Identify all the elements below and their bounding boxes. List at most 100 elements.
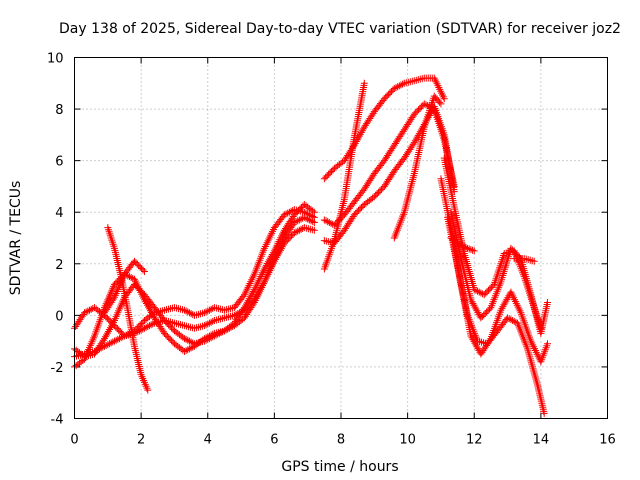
data-point	[477, 314, 485, 322]
data-point	[284, 209, 292, 217]
data-point	[180, 347, 188, 355]
data-point	[133, 260, 141, 268]
data-point	[324, 218, 332, 226]
data-point	[302, 214, 310, 222]
data-point	[207, 334, 215, 342]
data-point	[103, 329, 111, 337]
data-point	[204, 320, 212, 328]
data-point	[185, 309, 193, 317]
data-point	[101, 333, 109, 341]
data-point	[469, 246, 477, 254]
data-point	[185, 337, 193, 345]
data-point	[138, 319, 146, 327]
data-point	[290, 211, 298, 219]
data-point	[416, 104, 424, 112]
data-point	[530, 257, 538, 265]
data-point	[300, 213, 308, 221]
data-point	[162, 331, 170, 339]
data-point	[117, 334, 125, 342]
data-series	[440, 154, 545, 332]
data-point	[359, 125, 367, 133]
y-tick-label: 10	[47, 52, 64, 67]
data-point	[85, 306, 93, 314]
data-point	[184, 308, 192, 316]
data-point	[100, 335, 108, 343]
data-point	[136, 321, 144, 329]
data-point	[295, 226, 303, 234]
data-point	[296, 205, 304, 213]
data-point	[227, 323, 235, 331]
data-point	[162, 318, 170, 326]
data-point	[375, 188, 383, 196]
data-point	[210, 332, 218, 340]
data-point	[383, 92, 391, 100]
data-point	[249, 287, 257, 295]
data-point	[320, 175, 328, 183]
data-point	[326, 169, 334, 177]
data-point	[290, 229, 298, 237]
data-point	[386, 89, 394, 97]
data-point	[142, 323, 150, 331]
data-point	[415, 106, 423, 114]
data-point	[352, 209, 360, 217]
data-point	[483, 308, 491, 316]
data-point	[417, 103, 425, 111]
data-point	[482, 289, 490, 297]
data-point	[163, 319, 171, 327]
data-point	[148, 310, 156, 318]
x-tick-label: 2	[137, 433, 145, 448]
data-point	[497, 306, 505, 314]
data-point	[510, 317, 518, 325]
data-point	[480, 311, 488, 319]
data-point	[399, 80, 407, 88]
x-tick-label: 14	[533, 433, 550, 448]
data-point	[459, 242, 467, 250]
data-point	[222, 326, 230, 334]
data-point	[165, 334, 173, 342]
data-point	[114, 335, 122, 343]
data-point	[481, 310, 489, 318]
data-point	[309, 218, 317, 226]
data-point	[460, 243, 468, 251]
data-point	[292, 228, 300, 236]
data-point	[105, 340, 113, 348]
data-point	[149, 320, 157, 328]
data-point	[112, 336, 120, 344]
data-point	[140, 324, 148, 332]
data-point	[130, 280, 138, 288]
data-point	[166, 322, 174, 330]
data-point	[103, 314, 111, 322]
data-point	[165, 321, 173, 329]
data-point	[297, 225, 305, 233]
data-point	[292, 218, 300, 226]
data-point	[467, 246, 475, 254]
data-series	[320, 102, 458, 247]
data-point	[470, 301, 478, 309]
data-series	[104, 224, 152, 394]
data-point	[184, 346, 192, 354]
data-point	[470, 247, 478, 255]
data-point	[505, 315, 513, 323]
data-point	[373, 190, 381, 198]
data-point	[413, 107, 421, 115]
data-point	[304, 215, 312, 223]
data-point	[82, 308, 90, 316]
data-point	[112, 323, 120, 331]
data-point	[135, 262, 143, 270]
data-point	[356, 205, 364, 213]
data-point	[489, 282, 497, 290]
data-point	[132, 329, 140, 337]
data-point	[215, 329, 223, 337]
y-tick-label: 4	[55, 206, 63, 221]
data-point	[224, 325, 232, 333]
data-point	[127, 274, 135, 282]
data-point	[138, 288, 146, 296]
data-point	[471, 303, 479, 311]
data-point	[469, 299, 477, 307]
data-point	[130, 257, 138, 265]
data-point	[473, 307, 481, 315]
x-tick-label: 12	[466, 433, 483, 448]
data-point	[244, 296, 252, 304]
data-point	[410, 139, 418, 147]
data-point	[370, 193, 378, 201]
